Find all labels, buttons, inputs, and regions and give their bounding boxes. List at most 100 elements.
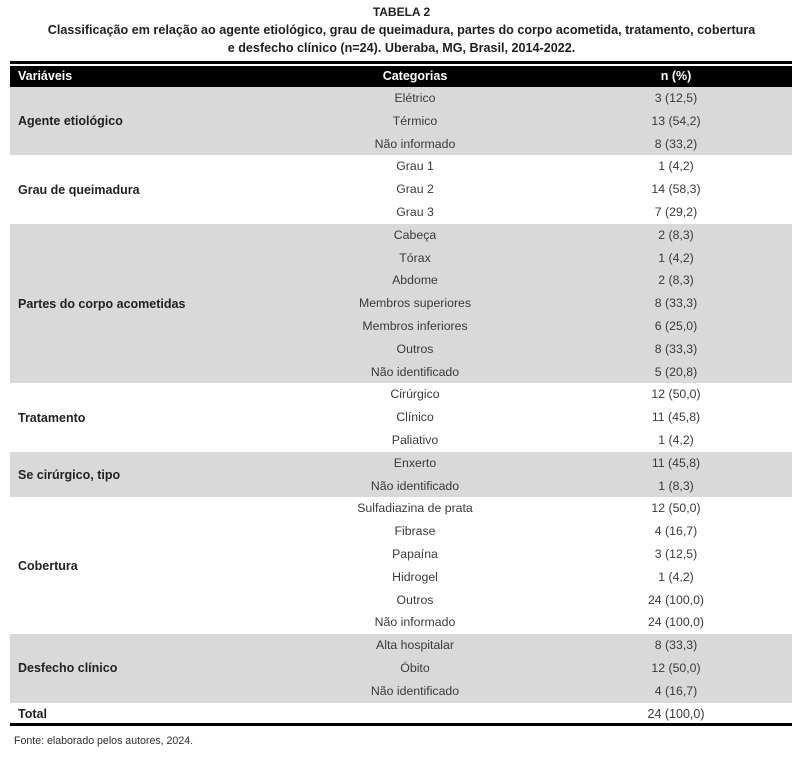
table-section: Grau de queimadura Grau 1 1 (4,2) Grau 2 14 … <box>10 155 792 223</box>
table-row: Hidrogel 1 (4,2) <box>270 566 792 589</box>
category-cell: Não identificado <box>370 683 460 698</box>
value-cell: 12 (50,0) <box>651 501 701 516</box>
table-row: Abdome 2 (8,3) <box>270 269 792 292</box>
table-row: Grau 1 1 (4,2) <box>270 155 792 178</box>
category-cell: Outros <box>396 341 434 356</box>
category-cell: Membros inferiores <box>362 318 468 333</box>
column-header-variaveis: Variáveis <box>18 69 73 83</box>
column-header-n-percent: n (%) <box>660 69 692 83</box>
value-cell: 7 (29,2) <box>654 204 698 219</box>
table-section: Desfecho clínico Alta hospitalar 8 (33,3) Ó… <box>10 634 792 703</box>
table-row: Grau 2 14 (58,3) <box>270 178 792 201</box>
table-row: Térmico 13 (54,2) <box>270 110 792 133</box>
category-cell: Sulfadiazina de prata <box>357 501 473 516</box>
value-cell: 24 (100,0) <box>647 592 705 607</box>
source-note: Fonte: elaborado pelos autores, 2024. <box>14 734 194 747</box>
category-cell: Enxerto <box>393 455 437 470</box>
table-row: Não informado 24 (100,0) <box>270 611 792 634</box>
section-rows: Elétrico 3 (12,5) Térmico 13 (54,2) Não info… <box>270 87 792 155</box>
table-row: Fibrase 4 (16,7) <box>270 520 792 543</box>
variable-label: Partes do corpo acometidas <box>18 296 186 311</box>
table-row: Não identificado 1 (8,3) <box>270 475 792 498</box>
table-section: Tratamento Cirúrgico 12 (50,0) Clínico 11 (4… <box>10 383 792 451</box>
category-cell: Abdome <box>392 273 438 288</box>
table-row: Enxerto 11 (45,8) <box>270 452 792 475</box>
section-rows: Sulfadiazina de prata 12 (50,0) Fibrase 4 (… <box>270 497 792 634</box>
category-cell: Não identificado <box>370 364 460 379</box>
category-cell: Elétrico <box>394 91 436 105</box>
variable-label: Tratamento <box>18 410 86 425</box>
table-title-line1: Classificação em relação ao agente etiol… <box>47 23 756 37</box>
table-title-line2: e desfecho clínico (n=24). Uberaba, MG, … <box>227 41 576 55</box>
column-header-categorias: Categorias <box>382 69 448 83</box>
value-cell: 1 (4,2) <box>658 569 694 584</box>
value-cell: 2 (8,3) <box>658 227 694 242</box>
table-top-rule <box>10 61 792 64</box>
section-rows: Cabeça 2 (8,3) Tórax 1 (4,2) Abdome 2 (8,3) Me… <box>270 224 792 384</box>
category-cell: Cirúrgico <box>390 387 440 402</box>
category-cell: Clínico <box>396 410 434 425</box>
value-cell: 12 (50,0) <box>651 387 701 402</box>
table-row: Clínico 11 (45,8) <box>270 406 792 429</box>
value-cell: 3 (12,5) <box>654 91 698 105</box>
table-row: Cabeça 2 (8,3) <box>270 224 792 247</box>
value-cell: 1 (8,3) <box>658 478 694 493</box>
value-cell: 6 (25,0) <box>654 318 698 333</box>
table-row: Sulfadiazina de prata 12 (50,0) <box>270 497 792 520</box>
value-cell: 12 (50,0) <box>651 660 701 675</box>
category-cell: Não informado <box>374 615 456 630</box>
category-cell: Grau 3 <box>396 204 434 219</box>
table-row: Óbito 12 (50,0) <box>270 657 792 680</box>
total-value: 24 (100,0) <box>647 706 705 721</box>
table-row: Não informado 8 (33,2) <box>270 133 792 156</box>
value-cell: 14 (58,3) <box>651 182 701 197</box>
table-number: TABELA 2 <box>372 5 431 19</box>
section-rows: Enxerto 11 (45,8) Não identificado 1 (8,3) <box>270 452 792 498</box>
table-row: Outros 24 (100,0) <box>270 589 792 612</box>
category-cell: Tórax <box>399 250 431 265</box>
table-section: Partes do corpo acometidas Cabeça 2 (8,3) T… <box>10 223 792 384</box>
section-rows: Cirúrgico 12 (50,0) Clínico 11 (45,8) Paliat… <box>270 383 792 451</box>
value-cell: 8 (33,3) <box>654 341 698 356</box>
table-row: Membros inferiores 6 (25,0) <box>270 315 792 338</box>
category-cell: Membros superiores <box>358 296 472 311</box>
value-cell: 5 (20,8) <box>654 364 698 379</box>
value-cell: 11 (45,8) <box>651 455 701 470</box>
category-cell: Hidrogel <box>392 569 438 584</box>
table-section: Agente etiológico Elétrico 3 (12,5) Térmico… <box>10 87 792 156</box>
table-section: Cobertura Sulfadiazina de prata 12 (50,0) F… <box>10 497 792 634</box>
value-cell: 8 (33,3) <box>654 296 698 311</box>
table-row: Cirúrgico 12 (50,0) <box>270 383 792 406</box>
variable-label: Se cirúrgico, tipo <box>18 467 121 482</box>
table-caption: TABELA 2 Classificação em relação ao age… <box>0 0 803 57</box>
table-row: Não identificado 4 (16,7) <box>270 680 792 703</box>
category-cell: Cabeça <box>393 227 437 242</box>
category-cell: Grau 2 <box>396 182 434 197</box>
table-body: Agente etiológico Elétrico 3 (12,5) Térmico… <box>10 87 792 703</box>
value-cell: 1 (4,2) <box>658 159 694 174</box>
variable-label: Desfecho clínico <box>18 661 118 676</box>
table-section: Se cirúrgico, tipo Enxerto 11 (45,8) Não id… <box>10 451 792 498</box>
value-cell: 11 (45,8) <box>651 410 701 425</box>
value-cell: 24 (100,0) <box>647 615 705 630</box>
variable-label: Cobertura <box>18 558 78 573</box>
category-cell: Fibrase <box>394 524 436 539</box>
value-cell: 4 (16,7) <box>654 683 698 698</box>
variable-label: Grau de queimadura <box>18 182 140 197</box>
value-cell: 1 (4,2) <box>658 432 694 447</box>
table-header-row: Variáveis Categorias n (%) <box>10 66 792 87</box>
value-cell: 13 (54,2) <box>651 113 701 128</box>
category-cell: Grau 1 <box>396 159 434 174</box>
table-row: Outros 8 (33,3) <box>270 338 792 361</box>
table-row: Membros superiores 8 (33,3) <box>270 292 792 315</box>
value-cell: 4 (16,7) <box>654 524 698 539</box>
category-cell: Óbito <box>400 660 430 675</box>
total-label: Total <box>18 706 47 721</box>
category-cell: Não informado <box>374 136 456 151</box>
category-cell: Papaína <box>392 546 438 561</box>
table-row: Alta hospitalar 8 (33,3) <box>270 634 792 657</box>
table-row: Tórax 1 (4,2) <box>270 247 792 270</box>
value-cell: 2 (8,3) <box>658 273 694 288</box>
table-row: Papaína 3 (12,5) <box>270 543 792 566</box>
